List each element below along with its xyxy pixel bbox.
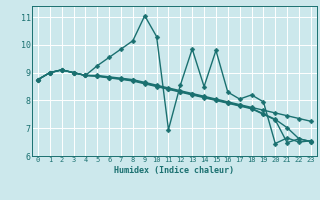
X-axis label: Humidex (Indice chaleur): Humidex (Indice chaleur) xyxy=(115,166,234,175)
